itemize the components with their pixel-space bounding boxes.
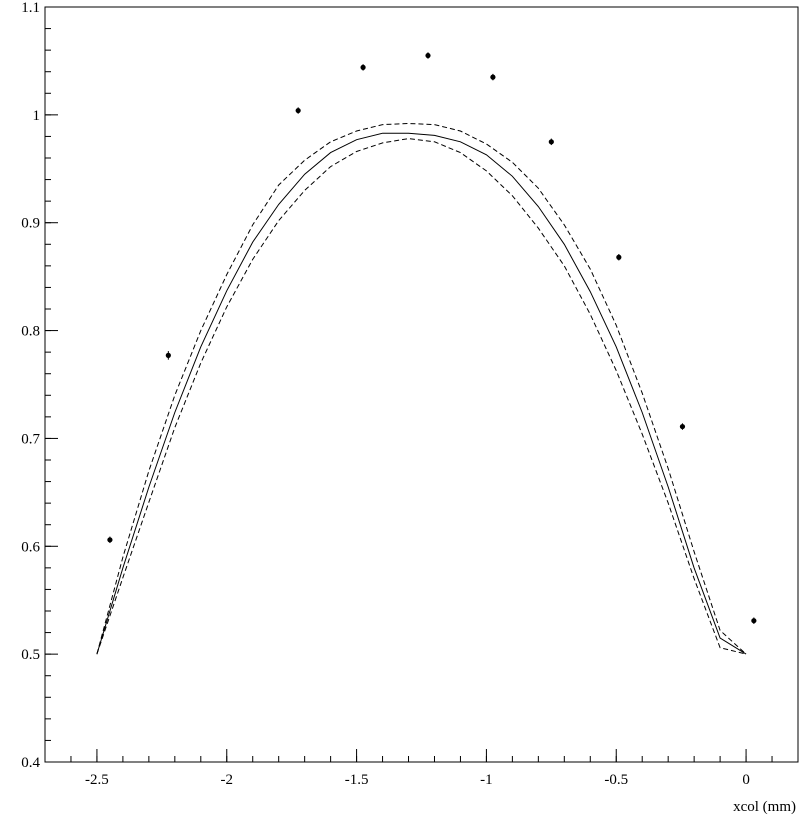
y-tick-label: 0.4	[21, 755, 40, 771]
y-tick-label: 1	[33, 108, 41, 124]
x-tick-label: -2	[221, 772, 234, 788]
data-point	[165, 352, 171, 358]
data-point	[751, 618, 757, 624]
y-tick-label: 0.7	[21, 431, 40, 447]
x-tick-label: -1.5	[345, 772, 369, 788]
dashed-curve	[96, 138, 747, 655]
x-tick-label: -1	[480, 772, 493, 788]
y-tick-label: 0.8	[21, 324, 40, 340]
x-tick-label: -2.5	[85, 772, 109, 788]
x-tick-label: -0.5	[604, 772, 628, 788]
data-point	[425, 52, 431, 59]
solid-curve	[96, 132, 747, 655]
x-axis-label: xcol (mm)	[733, 799, 796, 815]
y-tick-label: 0.5	[21, 647, 40, 663]
data-point	[616, 254, 622, 260]
y-tick-label: 1.1	[21, 0, 40, 16]
x-tick-label: 0	[742, 772, 750, 788]
data-point	[490, 74, 496, 80]
data-point	[295, 107, 301, 114]
x-axis: -2.5 -2 -1.5 -1 -0.5 0	[44, 749, 799, 788]
plot-border	[44, 6, 799, 763]
y-tick-label: 0.9	[21, 216, 40, 232]
plot-frame	[44, 6, 799, 763]
data-point	[548, 139, 554, 145]
data-point	[107, 537, 113, 543]
curves-layer	[96, 122, 747, 655]
y-tick-label: 0.6	[21, 539, 40, 555]
points-layer	[107, 52, 757, 624]
y-axis: 0.4 0.5 0.6 0.7 0.8 0.9 1 1.1	[21, 0, 58, 771]
data-point	[360, 64, 366, 70]
data-point	[679, 423, 686, 430]
dashed-curve	[96, 122, 747, 655]
